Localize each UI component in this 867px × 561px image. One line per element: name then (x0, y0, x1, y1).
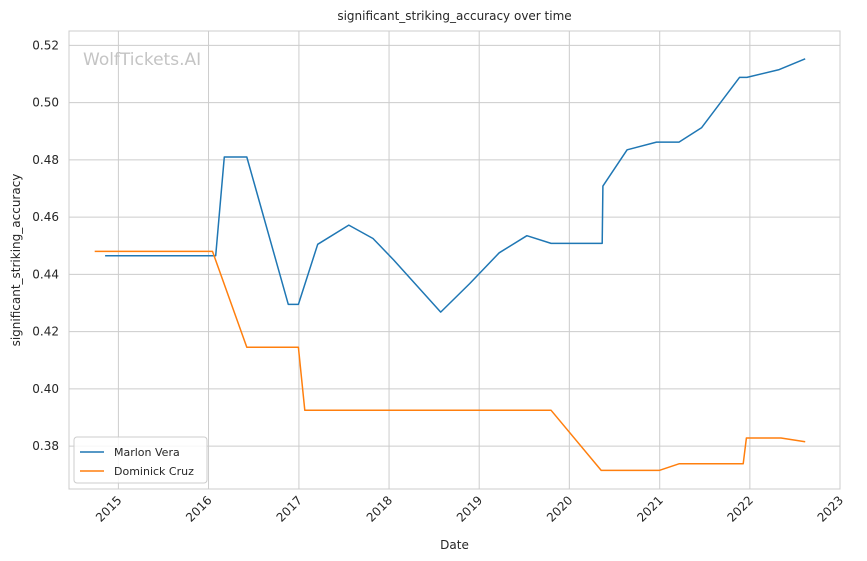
x-tick-label: 2023 (815, 493, 846, 524)
y-tick-label: 0.52 (32, 38, 59, 52)
chart-title: significant_striking_accuracy over time (337, 9, 571, 23)
x-tick-label: 2022 (724, 493, 755, 524)
y-tick-label: 0.44 (32, 267, 59, 281)
y-tick-labels: 0.38 0.40 0.42 0.44 0.46 0.48 0.50 0.52 (32, 38, 59, 453)
y-tick-label: 0.38 (32, 439, 59, 453)
x-tick-label: 2015 (93, 493, 124, 524)
series-line-1 (94, 250, 806, 472)
x-axis-label: Date (440, 538, 469, 552)
x-tick-labels: 2015 2016 2017 2018 2019 2020 2021 2022 2023 (93, 493, 846, 524)
y-tick-label: 0.48 (32, 153, 59, 167)
legend-label: Marlon Vera (114, 446, 180, 459)
y-axis-label: significant_striking_accuracy (9, 174, 23, 347)
y-tick-label: 0.50 (32, 96, 59, 110)
x-gridlines (117, 31, 841, 489)
x-tick-label: 2018 (364, 493, 395, 524)
legend-label: Dominick Cruz (114, 465, 194, 478)
x-tick-label: 2021 (634, 493, 665, 524)
legend: Marlon Vera Dominick Cruz (73, 436, 208, 484)
legend-box (73, 436, 208, 484)
series-line-0 (105, 58, 806, 313)
y-tick-label: 0.40 (32, 382, 59, 396)
y-tick-label: 0.42 (32, 325, 59, 339)
y-gridlines (69, 44, 840, 447)
series-lines (94, 58, 806, 472)
x-tick-label: 2019 (454, 493, 485, 524)
x-tick-label: 2020 (544, 493, 575, 524)
y-tick-label: 0.46 (32, 210, 59, 224)
x-tick-label: 2017 (274, 493, 305, 524)
x-tick-label: 2016 (183, 493, 214, 524)
watermark-text: WolfTickets.AI (83, 50, 201, 70)
plot-frame (68, 30, 841, 490)
